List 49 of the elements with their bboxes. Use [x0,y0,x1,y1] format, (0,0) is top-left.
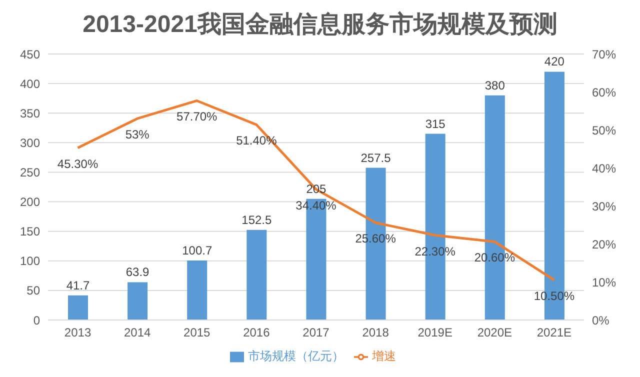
y-tick-label: 50 [26,284,40,298]
x-tick-label: 2016 [243,326,270,340]
legend-label: 市场规模（亿元） [248,349,344,363]
y2-tick-label: 50% [592,123,616,138]
data-label: 10.50% [534,289,575,304]
chart-title: 2013-2021我国金融信息服务市场规模及预测 [82,10,558,40]
y-tick-label: 0 [33,313,40,328]
y2-tick-label: 60% [592,85,616,100]
data-label: 152.5 [242,212,272,227]
y-tick-label: 250 [20,165,40,180]
y-tick-label: 400 [20,76,40,91]
data-label: 22.30% [414,244,456,258]
y-tick-label: 350 [20,106,40,120]
x-tick-label: 2013 [64,326,92,340]
bar [246,230,267,320]
bar [68,295,88,320]
bar [187,260,208,320]
y2-tick-label: 0% [592,313,610,328]
data-label: 53% [125,128,150,142]
x-tick-label: 2014 [124,326,152,340]
y-tick-label: 150 [20,224,40,239]
y2-tick-label: 70% [592,47,616,62]
data-label: 420 [544,54,565,69]
x-tick-label: 2018 [362,326,390,340]
legend-label: 增速 [372,349,396,363]
data-label: 100.7 [182,243,212,258]
x-tick-label: 2015 [184,326,211,340]
data-label: 57.70% [176,110,218,124]
y2-tick-label: 10% [592,275,616,290]
y2-tick-label: 40% [592,161,616,176]
y-tick-label: 200 [20,195,40,210]
x-tick-label: 2017 [302,326,330,340]
y-tick-label: 450 [20,47,40,62]
y2-tick-label: 20% [592,237,616,252]
y2-tick-label: 30% [592,199,616,214]
data-label: 257.5 [360,150,392,165]
data-label: 380 [484,78,506,92]
data-label: 315 [425,116,446,131]
data-label: 63.9 [126,265,150,280]
data-label: 34.40% [296,198,337,212]
y-tick-label: 300 [20,136,40,150]
bar [128,282,148,320]
data-label: 45.30% [57,156,98,171]
data-label: 25.60% [355,232,396,246]
x-tick-label: 2019E [418,326,452,340]
x-tick-label: 2020E [477,326,512,340]
data-label: 41.7 [66,278,90,292]
x-tick-label: 2021E [536,326,572,340]
y-tick-label: 100 [20,254,40,268]
